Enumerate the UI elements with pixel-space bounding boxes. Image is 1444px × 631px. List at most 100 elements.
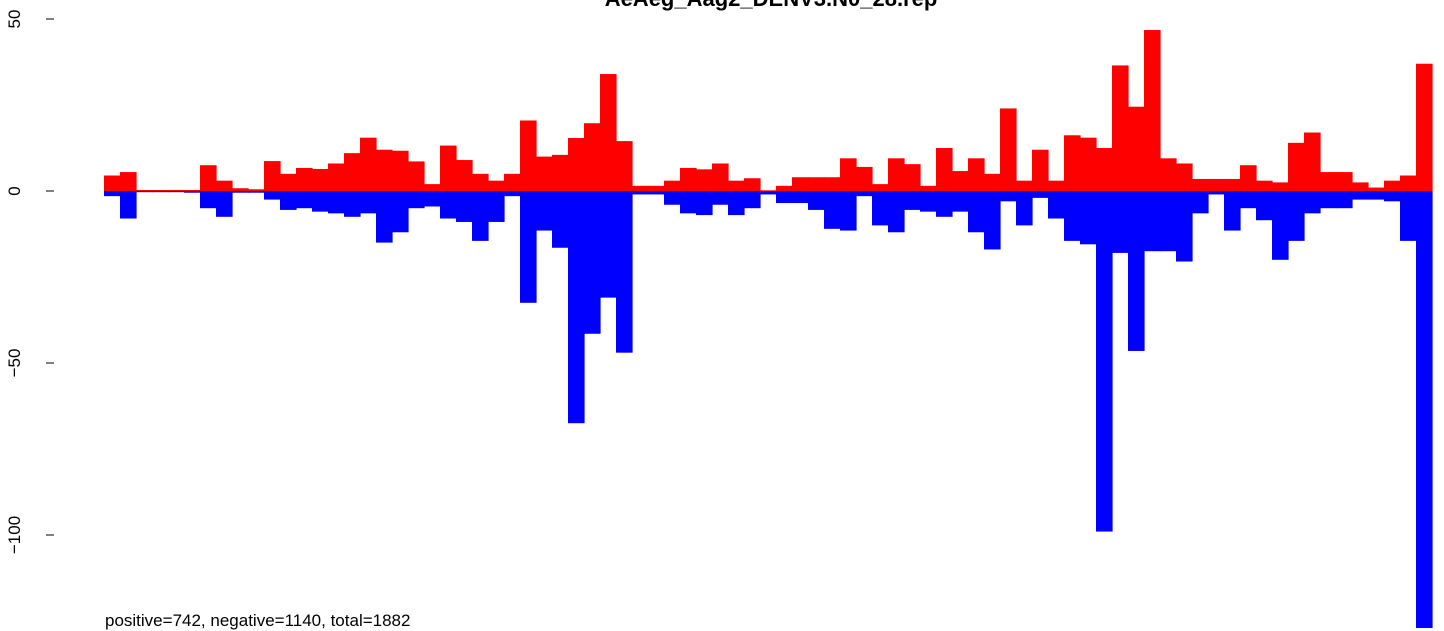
negative-bar [264, 191, 281, 200]
negative-bar [1352, 191, 1369, 200]
positive-bar [376, 149, 393, 191]
negative-bar [1112, 191, 1129, 253]
positive-bar [1144, 30, 1161, 192]
negative-bar [1096, 191, 1113, 532]
positive-bar [920, 185, 937, 191]
positive-bar [696, 169, 713, 191]
negative-bar [792, 191, 809, 204]
positive-bar [1016, 180, 1033, 191]
negative-bar [296, 191, 313, 209]
negative-bar [232, 191, 249, 193]
positive-bar [616, 141, 633, 191]
negative-bar [728, 191, 745, 216]
negative-bar [1288, 191, 1305, 241]
positive-bar [440, 145, 457, 191]
negative-bar [392, 191, 409, 233]
negative-bar [568, 191, 585, 424]
negative-bar [200, 191, 217, 209]
positive-bar [1288, 142, 1305, 191]
negative-bar [1272, 191, 1289, 260]
negative-bar [584, 191, 601, 334]
positive-bar [456, 160, 473, 191]
positive-bar [296, 167, 313, 191]
negative-bar [872, 191, 889, 226]
positive-bar [936, 148, 953, 191]
positive-bar [200, 165, 217, 191]
positive-bar [760, 190, 777, 192]
positive-bar [328, 163, 345, 191]
negative-bar [904, 191, 921, 210]
positive-bar [904, 164, 921, 191]
negative-bar [696, 191, 713, 216]
negative-bar [760, 191, 777, 195]
positive-bar [1208, 178, 1225, 191]
positive-bar [488, 180, 505, 191]
negative-bar [1160, 191, 1177, 252]
positive-bar [840, 158, 857, 191]
negative-bar [328, 191, 345, 214]
positive-bar [472, 173, 489, 191]
positive-bar [280, 173, 297, 191]
positive-bar [1000, 108, 1017, 191]
negative-bar [984, 191, 1001, 250]
negative-bar [488, 191, 505, 222]
positive-bar [776, 185, 793, 191]
negative-bar [216, 191, 233, 217]
positive-bar [216, 180, 233, 191]
negative-bar [1192, 191, 1209, 214]
negative-bar [312, 191, 329, 212]
negative-bar [968, 191, 985, 233]
negative-bar [280, 191, 297, 210]
positive-bar [1336, 172, 1353, 191]
negative-bar [856, 191, 873, 197]
negative-bar [408, 191, 425, 209]
positive-bar [1384, 180, 1401, 191]
positive-bar [1352, 182, 1369, 191]
positive-bar [504, 173, 521, 191]
negative-bar [248, 191, 265, 193]
negative-bar [648, 191, 665, 195]
negative-bar [1176, 191, 1193, 262]
positive-bar [1224, 178, 1241, 191]
negative-bar [920, 191, 937, 212]
y-tick-label: −50 [5, 349, 24, 378]
negative-bar [504, 191, 521, 197]
positive-bar [520, 120, 537, 191]
positive-bar [344, 153, 361, 191]
positive-bar [104, 175, 121, 191]
positive-bar [568, 138, 585, 191]
negative-bar [888, 191, 905, 233]
positive-bar [872, 184, 889, 191]
negative-bar [424, 191, 441, 207]
positive-series [104, 30, 1433, 192]
negative-bar [104, 191, 121, 197]
negative-bar [1368, 191, 1385, 200]
negative-bar [1000, 191, 1017, 202]
negative-bar [808, 191, 825, 210]
negative-bar [536, 191, 553, 231]
positive-bar [232, 188, 249, 191]
positive-bar [1240, 165, 1257, 191]
negative-bar [152, 191, 169, 193]
positive-bar [1272, 182, 1289, 191]
positive-bar [152, 190, 169, 192]
negative-bar [1032, 191, 1049, 198]
positive-bar [1160, 158, 1177, 191]
negative-bar [1144, 191, 1161, 252]
negative-bar [1016, 191, 1033, 226]
negative-bar [952, 191, 969, 212]
positive-bar [712, 163, 729, 191]
positive-bar [856, 166, 873, 191]
positive-bar [424, 184, 441, 191]
positive-bar [184, 190, 201, 192]
positive-bar [1320, 172, 1337, 191]
negative-bar [1128, 191, 1145, 351]
positive-bar [584, 123, 601, 191]
positive-bar [1112, 65, 1129, 191]
negative-bar [1240, 191, 1257, 209]
negative-bar [744, 191, 761, 209]
negative-bar [472, 191, 489, 241]
negative-bar [456, 191, 473, 222]
negative-bar [776, 191, 793, 204]
